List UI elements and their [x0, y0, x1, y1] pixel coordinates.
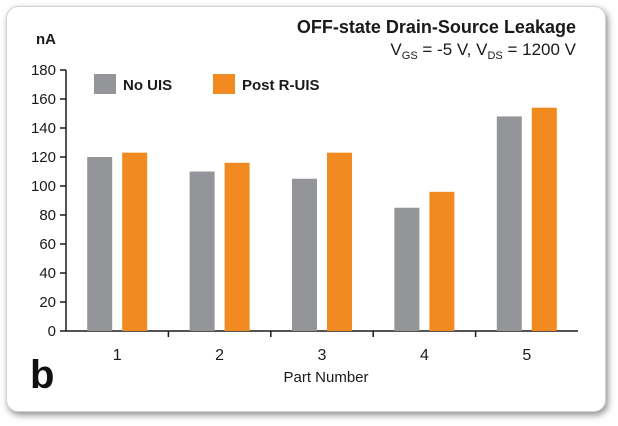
y-tick-label: 180 — [31, 62, 56, 79]
bar-post-r-uis-part-3 — [327, 152, 352, 331]
x-ticks: 1 2 3 4 5 — [113, 331, 531, 364]
bar-no-uis-part-1 — [87, 157, 113, 331]
y-tick-label: 60 — [39, 236, 56, 253]
legend-swatch-no-uis — [94, 74, 116, 94]
y-tick-label: 140 — [31, 120, 56, 137]
legend-label-post-r-uis: Post R-UIS — [242, 77, 320, 94]
y-tick-label: 20 — [39, 294, 56, 311]
y-axis-unit: nA — [36, 31, 56, 48]
x-tick-label: 4 — [420, 347, 429, 364]
bar-post-r-uis-part-2 — [224, 162, 250, 331]
x-tick-label: 2 — [215, 347, 224, 364]
x-tick-label: 3 — [318, 347, 327, 364]
y-tick-label: 120 — [31, 149, 56, 166]
chart-title: OFF-state Drain-Source Leakage — [297, 17, 576, 37]
bar-no-uis-part-4 — [394, 207, 420, 331]
bar-no-uis-part-3 — [292, 178, 317, 331]
bars — [87, 107, 557, 332]
y-ticks: 0 20 40 60 80 100 120 140 160 180 — [31, 62, 66, 340]
bar-post-r-uis-part-4 — [429, 191, 455, 331]
y-tick-label: 160 — [31, 91, 56, 108]
chart-subtitle: VGS = -5 V, VDS = 1200 V — [390, 40, 576, 62]
y-tick-label: 40 — [39, 265, 56, 282]
legend: No UIS Post R-UIS — [94, 74, 320, 94]
legend-swatch-post-r-uis — [213, 74, 235, 94]
panel-label: b — [30, 353, 54, 397]
legend-label-no-uis: No UIS — [123, 77, 172, 94]
x-tick-label: 1 — [113, 347, 122, 364]
y-tick-label: 80 — [39, 207, 56, 224]
bar-no-uis-part-2 — [189, 171, 215, 331]
x-axis-label: Part Number — [283, 369, 368, 386]
y-tick-label: 0 — [48, 323, 56, 340]
x-tick-label: 5 — [522, 347, 531, 364]
y-tick-label: 100 — [31, 178, 56, 195]
bar-post-r-uis-part-1 — [122, 152, 148, 331]
bar-no-uis-part-5 — [496, 116, 522, 332]
bar-post-r-uis-part-5 — [531, 107, 557, 331]
